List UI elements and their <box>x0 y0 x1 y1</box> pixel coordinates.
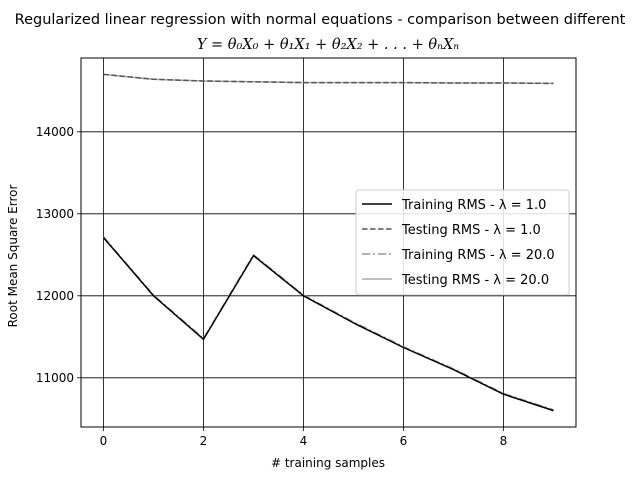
legend-box <box>355 189 570 296</box>
grid-lines <box>81 58 576 427</box>
series-line <box>102 237 554 412</box>
x-axis-label: # training samples <box>271 456 385 470</box>
chart-title: Regularized linear regression with norma… <box>15 12 626 28</box>
series-lines <box>102 73 554 412</box>
y-tick-label: 11000 <box>36 371 74 385</box>
y-tick-label: 14000 <box>36 125 74 139</box>
x-tick-label: 0 <box>100 434 108 448</box>
plot-frame <box>80 57 577 428</box>
x-tick-label: 6 <box>400 434 408 448</box>
y-axis-label: Root Mean Square Error <box>6 185 20 328</box>
legend-label: Testing RMS - λ = 1.0 <box>401 223 541 238</box>
legend-label: Training RMS - λ = 1.0 <box>401 198 546 213</box>
x-tick-label: 2 <box>200 434 208 448</box>
y-tick-label: 12000 <box>36 289 74 303</box>
legend-label: Testing RMS - λ = 20.0 <box>401 273 549 288</box>
series-line <box>103 73 554 85</box>
chart-subtitle: Y = θ₀X₀ + θ₁X₁ + θ₂X₂ + . . . + θₙXₙ <box>197 37 459 53</box>
legend: Training RMS - λ = 1.0 Testing RMS - λ = … <box>355 189 570 296</box>
x-axis-ticks: 0 2 4 6 8 <box>100 427 508 448</box>
y-tick-label: 13000 <box>36 207 74 221</box>
y-axis-ticks: 11000 12000 13000 14000 <box>36 125 81 385</box>
legend-label: Training RMS - λ = 20.0 <box>401 248 555 263</box>
x-tick-label: 8 <box>500 434 508 448</box>
x-tick-label: 4 <box>300 434 308 448</box>
